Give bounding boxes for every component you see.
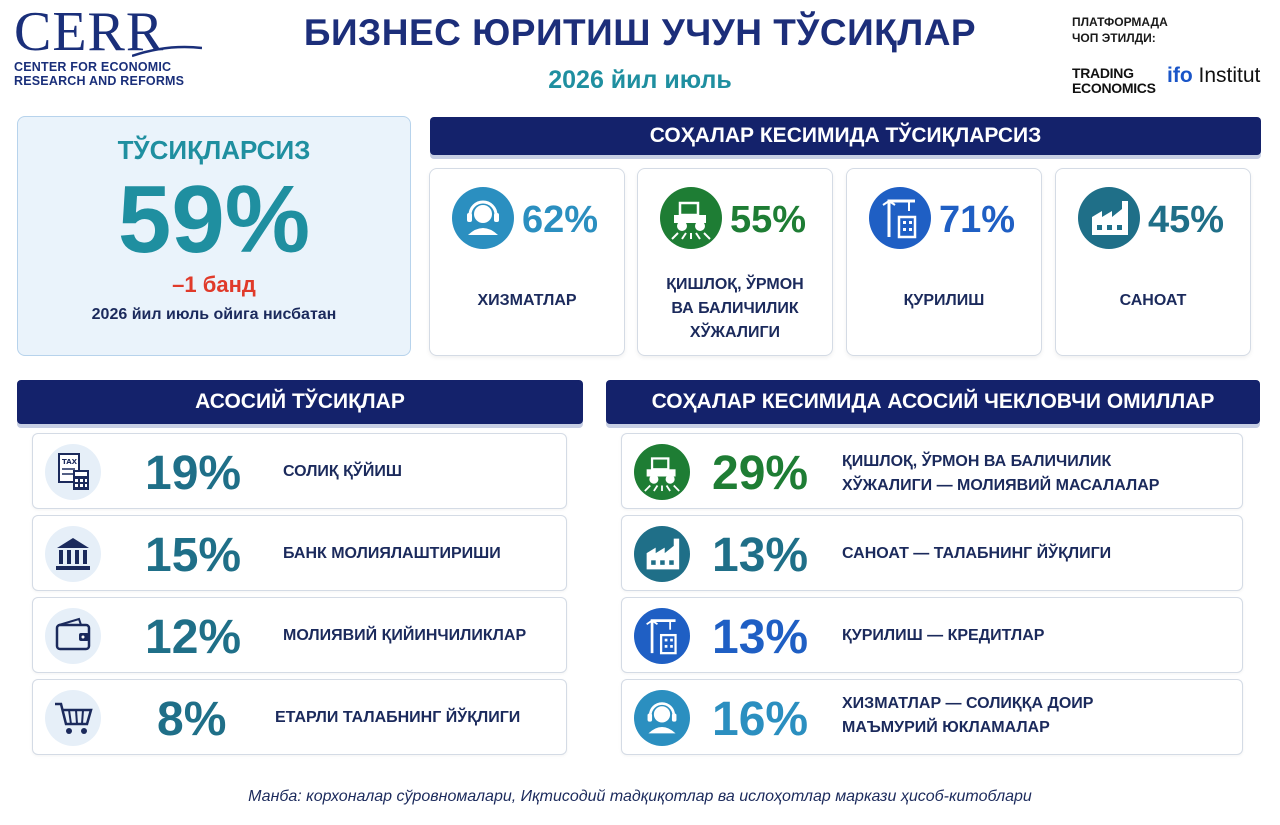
obstacle-row: 15% БАНК МОЛИЯЛАШТИРИШИ — [32, 515, 567, 591]
sector-name-line-2: ВА БАЛИЧИЛИК — [671, 300, 799, 317]
sector-name: ҚУРИЛИШ — [903, 292, 985, 309]
factor-value: 13% — [712, 529, 809, 582]
factory-icon — [634, 526, 690, 582]
sector-value: 45% — [1148, 199, 1225, 241]
factor-label-line-1: ХИЗМАТЛАР — СОЛИҚҚА ДОИР — [842, 695, 1094, 712]
factor-label: ҚУРИЛИШ — КРЕДИТЛАР — [842, 627, 1045, 644]
sector-value: 71% — [939, 199, 1016, 241]
sector-name-line-3: ХЎЖАЛИГИ — [689, 324, 781, 341]
cerr-logo: CERR CENTER FOR ECONOMIC RESEARCH AND RE… — [14, 4, 214, 88]
sector-card-construction: 71% ҚУРИЛИШ — [846, 168, 1042, 356]
factor-label: ҚИШЛОҚ, ЎРМОН ВА БАЛИЧИЛИК ХЎЖАЛИГИ — МО… — [842, 450, 1159, 498]
logo-sub-line-2: RESEARCH AND REFORMS — [14, 74, 185, 88]
factor-label: САНОАТ — ТАЛАБНИНГ ЙЎҚЛИГИ — [842, 545, 1112, 562]
bank-icon — [45, 526, 101, 582]
factor-label-line-1: ҚИШЛОҚ, ЎРМОН ВА БАЛИЧИЛИК — [842, 453, 1112, 470]
tractor-icon — [660, 187, 722, 249]
factor-label-line-2: МАЪМУРИЙ ЮКЛАМАЛАР — [842, 719, 1050, 736]
logo-sub-line-1: CENTER FOR ECONOMIC — [14, 60, 172, 74]
page-subtitle: 2026 йил июль — [548, 66, 732, 94]
sectors-heading: СОҲАЛАР КЕСИМИДА ТЎСИҚЛАРСИЗ — [430, 117, 1261, 155]
overall-label: ТЎСИҚЛАРСИЗ — [117, 135, 311, 165]
ifo-institut-logo: ifo Institut — [1167, 64, 1260, 88]
obstacle-value: 12% — [145, 611, 242, 664]
factor-row: 29% ҚИШЛОҚ, ЎРМОН ВА БАЛИЧИЛИК ХЎЖАЛИГИ … — [621, 433, 1243, 509]
obstacle-value: 15% — [145, 529, 242, 582]
logo-text: CERR — [14, 1, 165, 63]
obstacle-label: МОЛИЯВИЙ ҚИЙИНЧИЛИКЛАР — [283, 627, 527, 644]
ifo-mark: ifo — [1167, 64, 1193, 87]
source-note: Манба: корхоналар сўровномалари, Иқтисод… — [248, 788, 1032, 805]
obstacle-value: 8% — [157, 693, 227, 746]
factors-heading: СОҲАЛАР КЕСИМИДА АСОСИЙ ЧЕКЛОВЧИ ОМИЛЛАР — [606, 380, 1260, 424]
sector-value: 62% — [522, 199, 599, 241]
factor-value: 13% — [712, 611, 809, 664]
ifo-word: Institut — [1198, 64, 1261, 87]
sector-name: САНОАТ — [1119, 292, 1187, 309]
factor-value: 16% — [712, 693, 809, 746]
shopping-cart-icon — [45, 690, 101, 746]
overall-box: ТЎСИҚЛАРСИЗ 59% –1 банд 2026 йил июль ой… — [17, 116, 411, 356]
te-line-1: TRADING — [1072, 65, 1134, 81]
obstacle-value: 19% — [145, 447, 242, 500]
sector-card-industry: 45% САНОАТ — [1055, 168, 1251, 356]
sector-card-agriculture: 55% ҚИШЛОҚ, ЎРМОН ВА БАЛИЧИЛИК ХЎЖАЛИГИ — [637, 168, 833, 356]
factor-label: ХИЗМАТЛАР — СОЛИҚҚА ДОИР МАЪМУРИЙ ЮКЛАМА… — [842, 692, 1093, 740]
obstacle-label: БАНК МОЛИЯЛАШТИРИШИ — [283, 545, 501, 562]
obstacle-row: 12% МОЛИЯВИЙ ҚИЙИНЧИЛИКЛАР — [32, 597, 567, 673]
crane-icon — [869, 187, 931, 249]
factor-row: 16% ХИЗМАТЛАР — СОЛИҚҚА ДОИР МАЪМУРИЙ ЮК… — [621, 679, 1243, 755]
factor-value: 29% — [712, 447, 809, 500]
te-line-2: ECONOMICS — [1072, 80, 1156, 96]
wallet-icon — [45, 608, 101, 664]
sector-name-line-1: ҚИШЛОҚ, ЎРМОН — [666, 276, 804, 293]
platform-line-2: ЧОП ЭТИЛДИ: — [1072, 31, 1156, 45]
trading-economics-logo: TRADING ECONOMICS — [1072, 66, 1156, 96]
logo-swoosh-icon — [132, 45, 202, 58]
sector-name: ҚИШЛОҚ, ЎРМОН ВА БАЛИЧИЛИК ХЎЖАЛИГИ — [646, 273, 824, 345]
crane-icon — [634, 608, 690, 664]
obstacles-heading: АСОСИЙ ТЎСИҚЛАР — [17, 380, 583, 424]
platform-line-1: ПЛАТФОРМАДА — [1072, 15, 1168, 29]
overall-comparison: 2026 йил июль ойига нисбатан — [91, 306, 337, 323]
tax-calculator-icon: TAX — [45, 444, 101, 500]
factor-row: 13% САНОАТ — ТАЛАБНИНГ ЙЎҚЛИГИ — [621, 515, 1243, 591]
factor-label-line-2: ХЎЖАЛИГИ — МОЛИЯВИЙ МАСАЛАЛАР — [842, 477, 1160, 494]
sector-name: ХИЗМАТЛАР — [477, 292, 577, 309]
headset-icon — [634, 690, 690, 746]
headset-icon — [452, 187, 514, 249]
factor-row: 13% ҚУРИЛИШ — КРЕДИТЛАР — [621, 597, 1243, 673]
sector-card-services: 62% ХИЗМАТЛАР — [429, 168, 625, 356]
obstacle-label: СОЛИҚ ҚЎЙИШ — [283, 463, 402, 480]
page-title: БИЗНЕС ЮРИТИШ УЧУН ТЎСИҚЛАР — [303, 12, 977, 53]
obstacle-label: ЕТАРЛИ ТАЛАБНИНГ ЙЎҚЛИГИ — [275, 709, 521, 726]
overall-value: 59% — [117, 166, 311, 273]
platform-note: ПЛАТФОРМАДА ЧОП ЭТИЛДИ: — [1072, 14, 1168, 46]
obstacle-row: TAX 19% СОЛИҚ ҚЎЙИШ — [32, 433, 567, 509]
overall-change: –1 банд — [172, 272, 256, 297]
factory-icon — [1078, 187, 1140, 249]
tractor-icon — [634, 444, 690, 500]
obstacle-row: 8% ЕТАРЛИ ТАЛАБНИНГ ЙЎҚЛИГИ — [32, 679, 567, 755]
svg-text:TAX: TAX — [62, 458, 78, 466]
sector-value: 55% — [730, 199, 807, 241]
